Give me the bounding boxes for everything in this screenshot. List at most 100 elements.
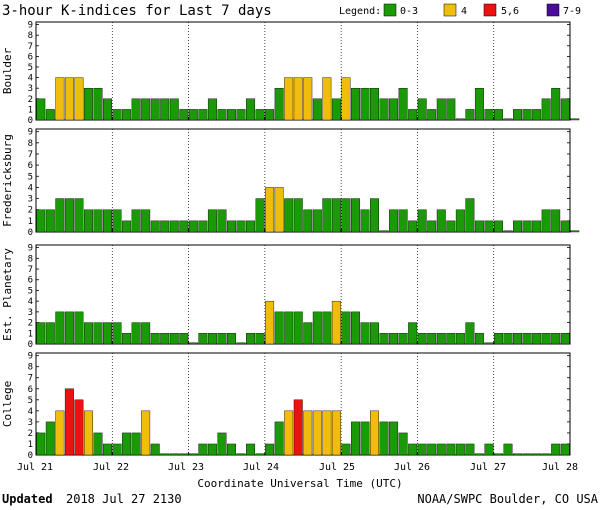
y-tick-label: 1 — [28, 440, 33, 450]
y-tick-label: 6 — [28, 276, 33, 286]
x-tick-label: Jul 23 — [168, 462, 204, 473]
k-index-bar — [389, 333, 399, 345]
k-index-bar — [341, 198, 351, 233]
panel-frame — [35, 21, 571, 121]
y-tick-label: 8 — [28, 139, 33, 149]
k-index-bar — [312, 98, 322, 121]
k-index-bar — [160, 98, 170, 121]
k-index-bar — [455, 209, 465, 233]
k-index-bar — [188, 220, 198, 233]
k-index-bar — [513, 109, 523, 121]
k-index-bar — [131, 432, 141, 456]
k-index-bar — [169, 220, 179, 233]
k-index-bar — [74, 77, 84, 121]
k-index-bar — [246, 443, 256, 456]
k-index-bar — [408, 443, 418, 456]
k-index-bar — [179, 333, 189, 345]
chart-title: 3-hour K-indices for Last 7 days — [2, 3, 272, 19]
k-index-bar — [255, 109, 265, 121]
k-index-bar — [331, 198, 341, 233]
k-index-bar — [427, 333, 437, 345]
x-tick-labels: Jul 21 Jul 22 Jul 23 Jul 24 Jul 25 Jul 2… — [17, 462, 578, 473]
k-index-bar — [417, 333, 427, 345]
k-index-bar — [494, 453, 503, 456]
y-tick-label: 3 — [28, 84, 33, 94]
k-index-bar — [207, 209, 217, 233]
panels: 0123456789Boulder0123456789Fredericksbur… — [1, 21, 580, 461]
k-index-bar — [389, 421, 399, 456]
y-tick-label: 7 — [28, 374, 33, 384]
k-index-bar — [207, 98, 217, 121]
legend-label: Legend: — [339, 6, 381, 17]
k-index-bar — [179, 109, 189, 121]
k-index-bar — [465, 322, 475, 345]
legend-text-7-9: 7-9 — [563, 6, 581, 17]
k-index-bar — [36, 322, 46, 345]
panel-label: Boulder — [1, 47, 14, 94]
k-index-bar — [160, 453, 170, 456]
y-tick-label: 3 — [28, 308, 33, 318]
k-index-bar — [446, 98, 456, 121]
k-index-bar — [198, 443, 208, 456]
k-index-bar — [83, 322, 93, 345]
k-index-bar — [141, 410, 151, 456]
k-index-bar — [160, 220, 170, 233]
panel-label: Fredericksburg — [1, 134, 14, 227]
k-index-bar — [503, 443, 513, 456]
y-tick-label: 0 — [28, 116, 33, 126]
k-index-bar — [207, 333, 217, 345]
k-index-bar — [255, 198, 265, 233]
k-index-bar — [131, 98, 141, 121]
k-index-bar — [341, 311, 351, 345]
x-tick-label: Jul 21 — [17, 462, 53, 473]
y-tick-label: 5 — [28, 286, 33, 296]
y-tick-label: 3 — [28, 418, 33, 428]
k-index-bar — [255, 333, 265, 345]
k-index-bar — [141, 209, 151, 233]
y-tick-label: 4 — [28, 407, 33, 417]
k-index-bar — [408, 109, 418, 121]
legend-swatch-0-3 — [383, 3, 397, 17]
k-index-bar — [455, 333, 465, 345]
legend-entry-4: 4 — [443, 3, 467, 17]
k-index-bar — [36, 98, 46, 121]
y-tick-label: 2 — [28, 429, 33, 439]
k-index-bar — [83, 209, 93, 233]
y-tick-label: 0 — [28, 228, 33, 238]
legend-text-5-6: 5,6 — [501, 6, 519, 17]
y-tick-label: 9 — [28, 21, 33, 31]
k-index-bar — [160, 333, 170, 345]
k-index-bar — [417, 443, 427, 456]
legend-entry-7-9: 7-9 — [546, 3, 581, 17]
panel-label: College — [1, 381, 14, 427]
k-index-bar — [188, 453, 198, 456]
k-index-bar — [74, 198, 84, 233]
k-index-bar — [284, 198, 294, 233]
k-index-bar — [274, 187, 284, 233]
y-tick-label: 2 — [28, 319, 33, 329]
k-index-bar — [389, 209, 399, 233]
y-tick-label: 5 — [28, 172, 33, 182]
y-tick-label: 7 — [28, 265, 33, 275]
k-index-bar — [331, 98, 341, 121]
k-index-bar — [207, 443, 217, 456]
k-index-bar — [350, 198, 360, 233]
source-credit: NOAA/SWPC Boulder, CO USA — [417, 492, 598, 506]
k-index-bar — [150, 220, 160, 233]
y-tick-label: 7 — [28, 42, 33, 52]
k-index-bar — [293, 77, 303, 121]
k-index-bar — [36, 209, 46, 233]
k-index-bar — [379, 230, 389, 233]
k-index-bar — [227, 333, 236, 345]
y-tick-label: 7 — [28, 150, 33, 160]
k-index-bar — [303, 410, 313, 456]
k-index-bar — [93, 87, 103, 121]
k-index-bar — [150, 98, 160, 121]
k-index-bar — [474, 333, 484, 345]
k-index-bar — [560, 98, 570, 121]
legend-text-0-3: 0-3 — [400, 6, 418, 17]
y-tick-label: 6 — [28, 52, 33, 62]
y-tick-label: 1 — [28, 329, 33, 339]
k-index-bar — [198, 109, 208, 121]
x-tick-label: Jul 26 — [394, 462, 430, 473]
